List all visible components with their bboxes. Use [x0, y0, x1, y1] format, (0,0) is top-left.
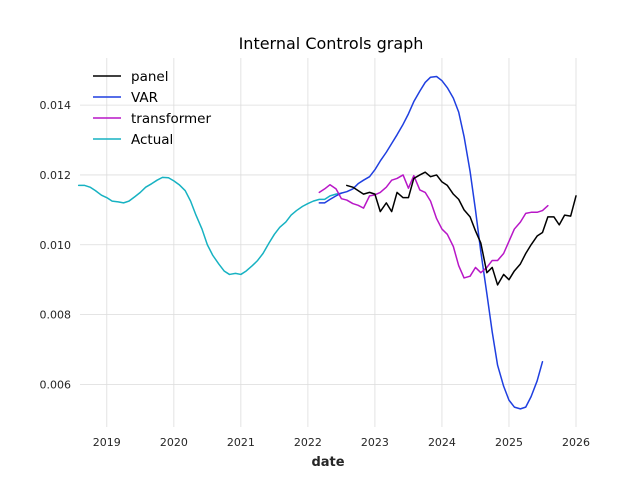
legend-item-actual: Actual: [93, 132, 173, 148]
x-axis-label: date: [311, 455, 344, 470]
y-tick-label: 0.012: [40, 169, 72, 182]
legend-label: transformer: [131, 111, 211, 127]
legend-label: Actual: [131, 132, 173, 148]
chart-title: Internal Controls graph: [239, 34, 424, 53]
legend-label: panel: [131, 69, 168, 85]
x-tick-label: 2021: [227, 436, 255, 449]
y-axis-ticks: 0.006 0.008 0.010 0.012 0.014: [40, 99, 72, 391]
series-line-transformer: [318, 174, 549, 279]
x-tick-label: 2024: [428, 436, 456, 449]
grid: [80, 58, 577, 427]
legend-item-transformer: transformer: [93, 111, 211, 127]
y-tick-label: 0.008: [40, 309, 72, 322]
x-tick-label: 2025: [495, 436, 523, 449]
x-tick-label: 2020: [160, 436, 188, 449]
y-tick-label: 0.014: [40, 99, 72, 112]
x-axis-ticks: 2019 2020 2021 2022 2023 2024 2025 2026: [93, 436, 590, 449]
x-tick-label: 2019: [93, 436, 121, 449]
legend-item-var: VAR: [93, 90, 158, 106]
series-line-actual: [77, 176, 343, 276]
legend-label: VAR: [131, 90, 158, 106]
x-tick-label: 2022: [294, 436, 322, 449]
series-lines: [77, 75, 577, 410]
y-tick-label: 0.006: [40, 378, 72, 391]
x-tick-label: 2023: [361, 436, 389, 449]
legend-item-panel: panel: [93, 69, 168, 85]
x-tick-label: 2026: [562, 436, 590, 449]
y-tick-label: 0.010: [40, 239, 72, 252]
legend: panel VAR transformer Actual: [93, 69, 211, 148]
series-line-panel: [346, 171, 577, 286]
series-line-var: [318, 75, 544, 410]
